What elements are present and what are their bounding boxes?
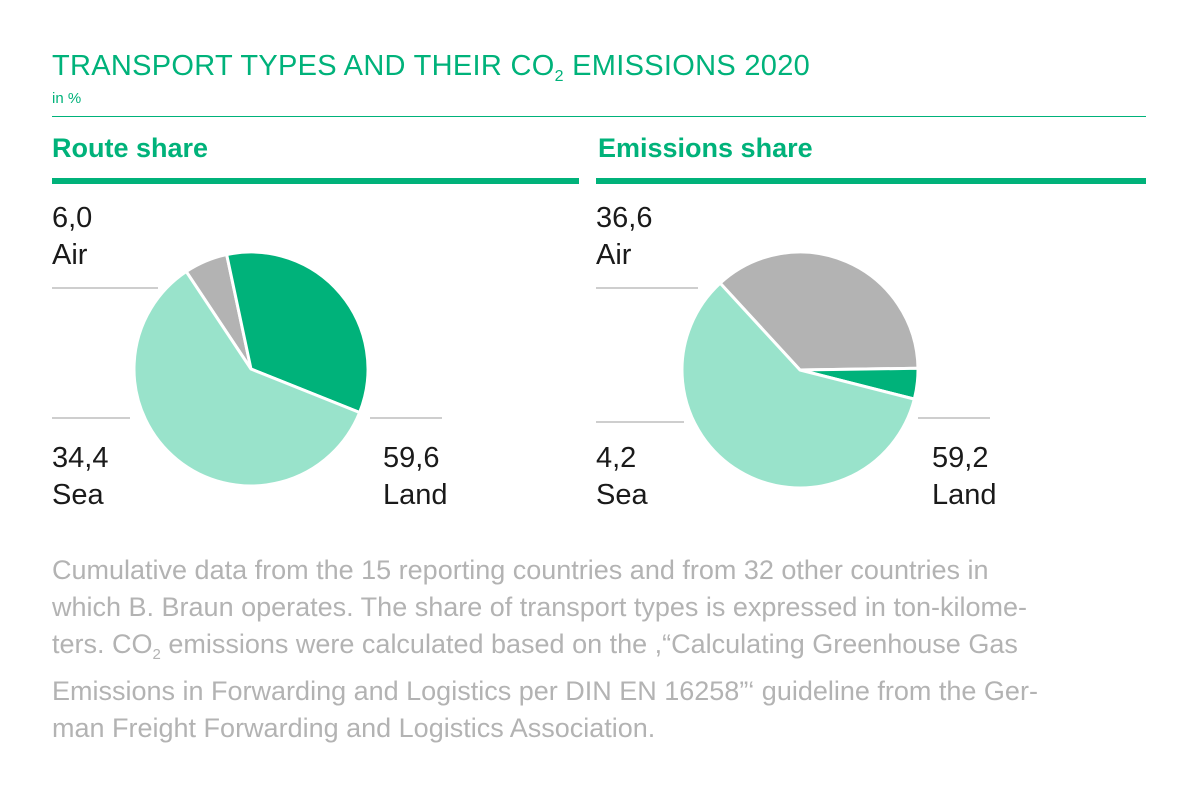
emissions-air-value: 36,6	[596, 202, 653, 234]
footnote-line-2: which B. Braun operates. The share of tr…	[52, 592, 1027, 622]
emissions-land-slice	[680, 281, 916, 490]
route-land-slice	[132, 270, 362, 488]
emissions-share-heading: Emissions share	[598, 133, 813, 163]
emissions-sea-label: 4,2 Sea	[596, 440, 648, 514]
route-air-value: 6,0	[52, 202, 93, 234]
footnote-subscript: 2	[152, 646, 161, 663]
emissions-sea-name: Sea	[596, 479, 648, 511]
footnote-line-4: Emissions in Forwarding and Logistics pe…	[52, 676, 1038, 706]
route-land-label: 59,6 Land	[383, 440, 448, 514]
route-land-name: Land	[383, 479, 448, 511]
footnote-line-1: Cumulative data from the 15 reporting co…	[52, 555, 989, 585]
unit-label: in %	[52, 90, 82, 107]
route-air-name: Air	[52, 239, 88, 271]
emissions-air-slice	[718, 250, 920, 372]
route-sea-name: Sea	[52, 479, 104, 511]
footnote-line-5: man Freight Forwarding and Logistics Ass…	[52, 713, 656, 743]
route-share-heading: Route share	[52, 133, 209, 163]
footnote-line-3-end: emissions were calculated based on the ,…	[160, 629, 1018, 659]
route-land-value: 59,6	[383, 442, 440, 474]
title-text: TRANSPORT TYPES AND THEIR CO	[52, 50, 555, 82]
chart-title: TRANSPORT TYPES AND THEIR CO2 EMISSIONS …	[52, 50, 810, 86]
route-air-label: 6,0 Air	[52, 200, 92, 274]
footnote-line-3: ters. CO2 emissions were calculated base…	[52, 626, 1152, 673]
emissions-air-name: Air	[596, 239, 632, 271]
route-sea-value: 34,4	[52, 442, 109, 474]
title-divider	[52, 116, 1146, 117]
emissions-land-label: 59,2 Land	[932, 440, 997, 514]
emissions-land-value: 59,2	[932, 442, 989, 474]
emissions-land-name: Land	[932, 479, 997, 511]
emissions-share-pie	[680, 250, 920, 490]
emissions-air-label: 36,6 Air	[596, 200, 652, 274]
footnote: Cumulative data from the 15 reporting co…	[52, 552, 1152, 747]
emissions-sea-value: 4,2	[596, 442, 637, 474]
footnote-line-3-start: ters. CO	[52, 629, 153, 659]
leader-lines	[52, 287, 990, 423]
title-text-end: EMISSIONS 2020	[563, 50, 811, 82]
route-share-pie	[132, 250, 370, 488]
title-subscript: 2	[554, 68, 564, 85]
route-share-rule	[52, 178, 579, 184]
route-sea-label: 34,4 Sea	[52, 440, 108, 514]
emissions-share-rule	[596, 178, 1146, 184]
